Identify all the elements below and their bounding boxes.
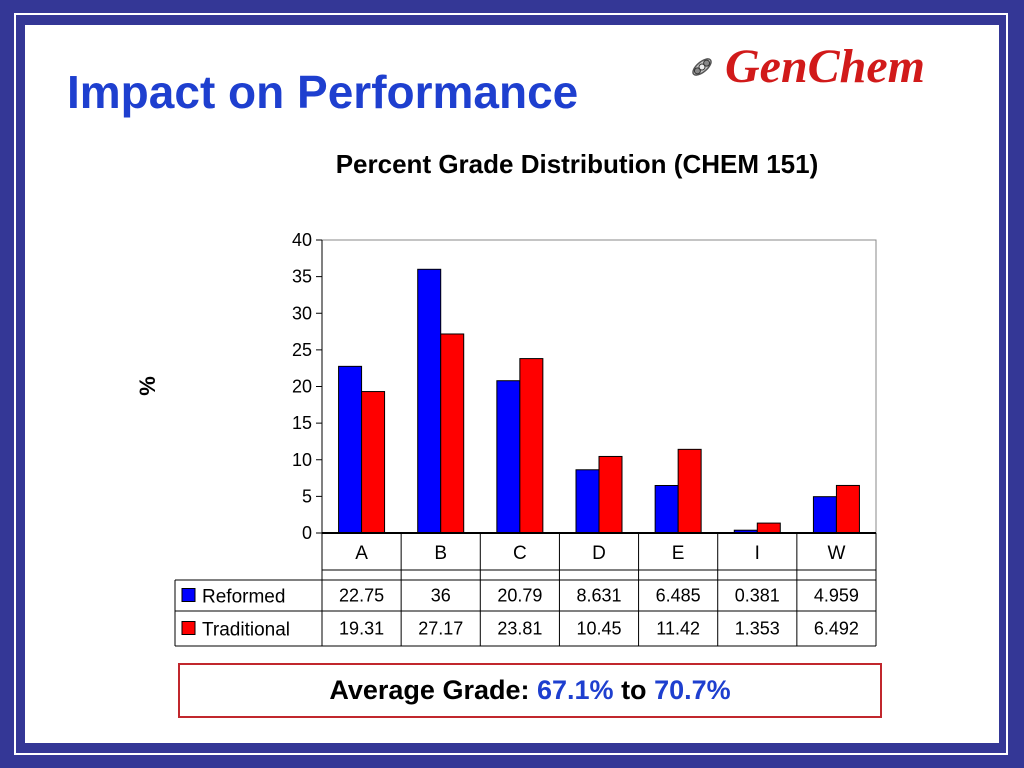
genchem-logo: GenChem: [687, 39, 925, 94]
y-tick-label: 10: [292, 450, 312, 470]
bar-reformed-d: [575, 469, 600, 534]
data-table-cell: 1.353: [735, 619, 780, 639]
logo-text: GenChem: [725, 40, 926, 93]
slide-canvas: Impact on Performance GenChem Percent Gr…: [25, 25, 999, 743]
grade-distribution-chart: 0 5 10 15 20 25 30 35 40% A B C D E I W Reformed 22.75 36 2…: [135, 230, 877, 647]
bar-traditional-a: [361, 391, 386, 534]
data-table-cell: 19.31: [339, 619, 384, 639]
y-tick-label: 20: [292, 377, 312, 397]
y-axis-label: %: [135, 376, 160, 396]
x-tick-label: W: [827, 543, 845, 564]
data-table-cell: 23.81: [497, 619, 542, 639]
y-tick-label: 15: [292, 413, 312, 433]
x-tick-label: C: [513, 543, 527, 564]
y-tick-label: 5: [302, 486, 312, 506]
data-table-cell: 10.45: [576, 619, 621, 639]
legend-label-traditional: Traditional: [202, 620, 290, 641]
average-grade-from: 67.1%: [536, 675, 614, 705]
bar-traditional-d: [598, 455, 623, 534]
average-grade-label: Average Grade:: [329, 675, 530, 705]
y-tick-label: 40: [292, 230, 312, 250]
bar-traditional-i: [756, 522, 781, 534]
x-tick-label: D: [592, 543, 606, 564]
data-table-cell: 20.79: [497, 586, 542, 606]
bar-reformed-e: [654, 484, 679, 534]
data-table-cell: 6.492: [814, 619, 859, 639]
data-table-cell: 36: [431, 586, 451, 606]
bar-reformed-w: [812, 496, 837, 534]
y-tick-label: 25: [292, 340, 312, 360]
bar-traditional-c: [519, 358, 544, 534]
data-table-cell: 0.381: [735, 586, 780, 606]
bar-traditional-e: [677, 448, 702, 534]
data-table-cell: 22.75: [339, 586, 384, 606]
data-table-cell: 11.42: [656, 619, 700, 639]
average-grade-box: Average Grade: 67.1% to 70.7%: [178, 663, 882, 718]
bar-traditional-w: [835, 484, 860, 534]
average-grade-to: 70.7%: [654, 675, 731, 705]
legend-swatch-reformed: [181, 588, 196, 602]
bar-reformed-c: [496, 380, 521, 534]
average-grade-connector: to: [621, 675, 647, 705]
legend-swatch-traditional: [181, 621, 196, 635]
bar-reformed-a: [338, 365, 363, 534]
slide-frame: [14, 13, 1008, 755]
chart-title: Percent Grade Distribution (CHEM 151): [335, 149, 819, 179]
y-tick-label: 0: [302, 523, 312, 543]
molecule-icon: [692, 57, 712, 76]
slide-title: Impact on Performance: [67, 66, 579, 118]
bar-reformed-b: [417, 268, 442, 534]
x-tick-label: B: [434, 543, 447, 564]
data-table-cell: 6.485: [656, 586, 701, 606]
legend-label-reformed: Reformed: [202, 587, 285, 608]
bar-traditional-b: [440, 333, 465, 534]
x-tick-label: I: [755, 543, 760, 564]
data-table-cell: 4.959: [814, 586, 859, 606]
data-table-cell: 8.631: [576, 586, 621, 606]
data-table-cell: 27.17: [418, 619, 463, 639]
y-tick-label: 30: [292, 303, 312, 323]
x-tick-label: A: [355, 543, 368, 564]
y-tick-label: 35: [292, 267, 312, 287]
x-tick-label: E: [672, 543, 685, 564]
